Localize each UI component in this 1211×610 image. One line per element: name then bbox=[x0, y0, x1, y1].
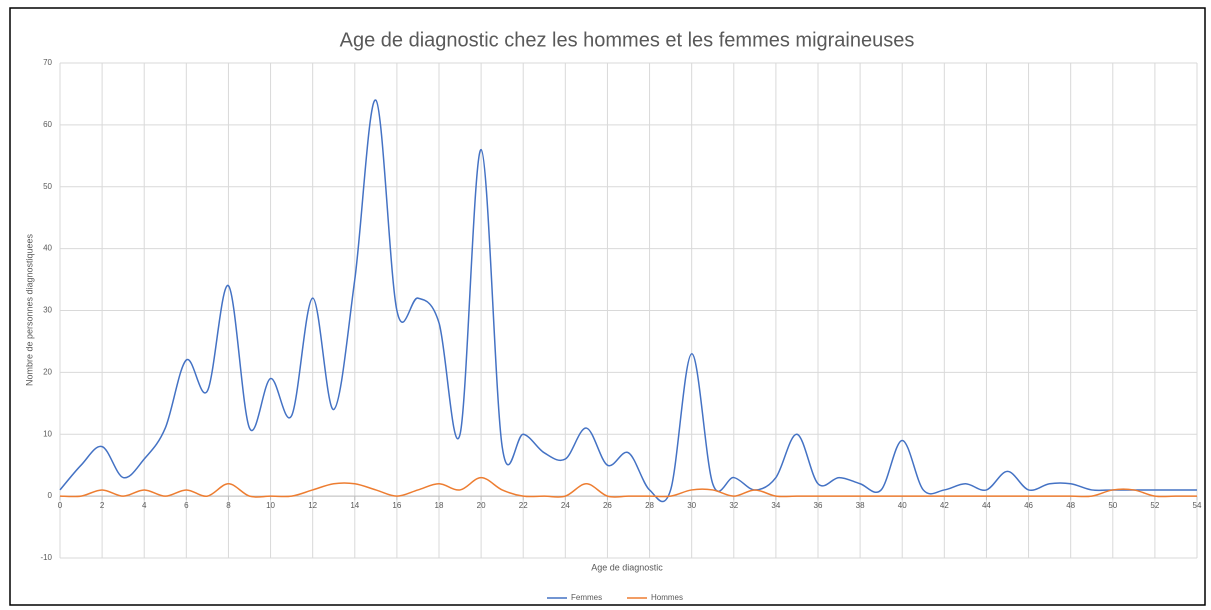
x-tick-label: 44 bbox=[982, 501, 991, 510]
x-tick-label: 32 bbox=[729, 501, 738, 510]
y-axis-label: Nombre de personnes diagnostiquees bbox=[24, 233, 34, 386]
x-tick-label: 48 bbox=[1066, 501, 1075, 510]
x-tick-label: 12 bbox=[308, 501, 317, 510]
x-tick-label: 30 bbox=[687, 501, 696, 510]
legend-label: Femmes bbox=[571, 593, 602, 602]
legend-label: Hommes bbox=[651, 593, 683, 602]
x-tick-label: 24 bbox=[561, 501, 570, 510]
line-series bbox=[59, 99, 1197, 503]
y-tick-label: -10 bbox=[40, 553, 52, 562]
x-tick-label: 54 bbox=[1193, 501, 1202, 510]
x-tick-label: 4 bbox=[142, 501, 147, 510]
y-tick-label: 0 bbox=[48, 491, 53, 500]
y-tick-label: 30 bbox=[43, 306, 52, 315]
x-tick-label: 10 bbox=[266, 501, 275, 510]
x-tick-label: 6 bbox=[184, 501, 189, 510]
y-tick-label: 40 bbox=[43, 244, 52, 253]
x-tick-label: 36 bbox=[814, 501, 823, 510]
x-tick-label: 42 bbox=[940, 501, 949, 510]
x-tick-label: 0 bbox=[58, 501, 63, 510]
x-tick-label: 18 bbox=[435, 501, 444, 510]
x-tick-label: 34 bbox=[771, 501, 780, 510]
x-axis-label: Age de diagnostic bbox=[591, 562, 663, 572]
y-tick-label: 20 bbox=[43, 367, 52, 376]
x-tick-label: 2 bbox=[100, 501, 105, 510]
x-tick-label: 26 bbox=[603, 501, 612, 510]
x-tick-label: 28 bbox=[645, 501, 654, 510]
y-tick-label: 50 bbox=[43, 182, 52, 191]
y-tick-label: 10 bbox=[43, 429, 52, 438]
y-tick-label: 70 bbox=[43, 58, 52, 67]
y-tick-label: 60 bbox=[43, 120, 52, 129]
x-tick-label: 8 bbox=[226, 501, 231, 510]
line-series bbox=[59, 476, 1197, 498]
x-tick-label: 38 bbox=[856, 501, 865, 510]
x-tick-label: 40 bbox=[898, 501, 907, 510]
x-tick-label: 20 bbox=[477, 501, 486, 510]
x-tick-label: 50 bbox=[1108, 501, 1117, 510]
x-tick-label: 46 bbox=[1024, 501, 1033, 510]
x-tick-label: 22 bbox=[519, 501, 528, 510]
x-tick-label: 52 bbox=[1150, 501, 1159, 510]
chart-title: Age de diagnostic chez les hommes et les… bbox=[340, 29, 915, 51]
x-tick-label: 16 bbox=[392, 501, 401, 510]
x-tick-label: 14 bbox=[350, 501, 359, 510]
